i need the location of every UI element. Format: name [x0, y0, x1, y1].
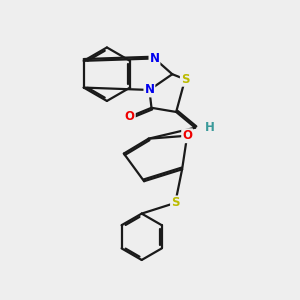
- Text: N: N: [144, 83, 154, 97]
- Text: H: H: [205, 121, 214, 134]
- Text: S: S: [181, 73, 189, 86]
- Text: N: N: [149, 52, 160, 65]
- Text: O: O: [125, 110, 135, 123]
- Text: O: O: [182, 129, 192, 142]
- Text: S: S: [171, 196, 179, 209]
